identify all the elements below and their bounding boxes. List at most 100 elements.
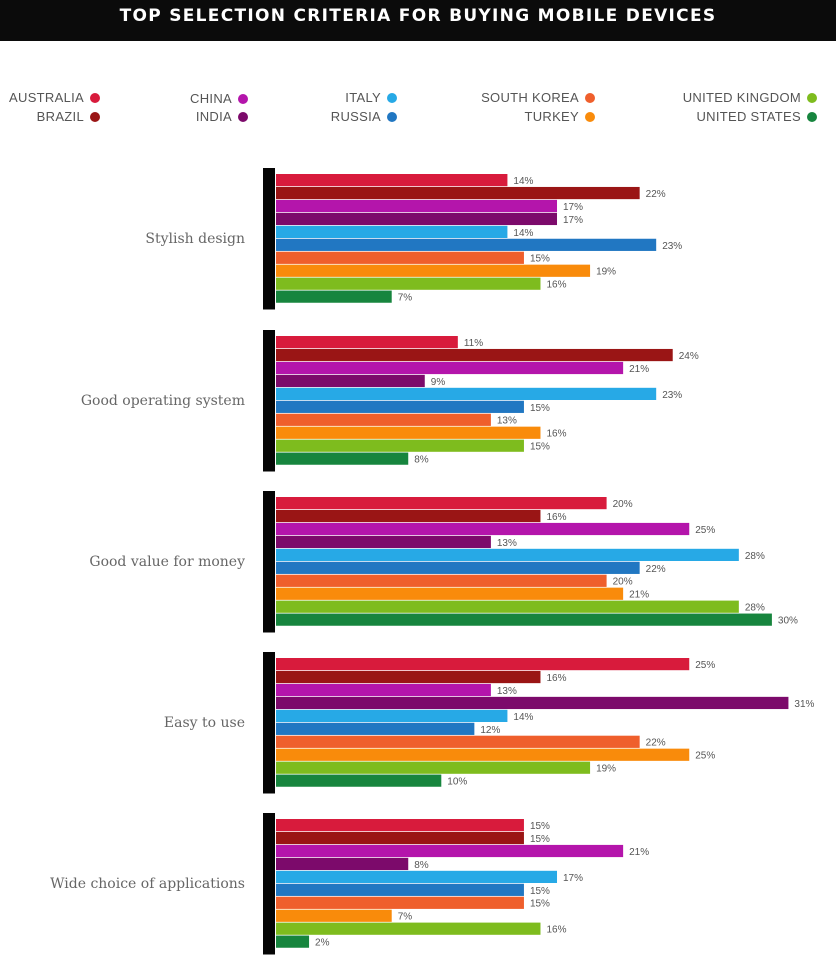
bar	[276, 831, 524, 845]
bar	[276, 909, 392, 922]
legend-label: ITALY	[345, 90, 381, 105]
data-label: 14%	[513, 176, 533, 187]
data-label: 8%	[414, 455, 429, 466]
category-axis-bar	[263, 813, 275, 955]
data-label: 15%	[530, 899, 550, 910]
data-label: 15%	[530, 834, 550, 845]
legend-item-russia: RUSSIA	[331, 109, 397, 124]
legend-dot	[238, 111, 248, 122]
data-label: 31%	[794, 699, 814, 710]
data-label: 17%	[563, 873, 583, 884]
data-label: 13%	[497, 686, 517, 697]
bar	[276, 174, 508, 187]
data-label: 25%	[695, 660, 715, 671]
legend: AUSTRALIA BRAZIL CHINA INDIA ITALY RUSSI…	[0, 86, 836, 136]
bar	[276, 587, 624, 600]
legend-dot	[90, 111, 100, 122]
bar	[276, 870, 558, 883]
data-label: 11%	[464, 338, 483, 349]
bar	[276, 735, 640, 748]
data-label: 21%	[629, 364, 649, 375]
bar	[276, 935, 310, 948]
data-label: 20%	[613, 577, 633, 588]
bar	[276, 883, 524, 896]
data-label: 16%	[546, 925, 566, 936]
legend-dot	[807, 92, 817, 103]
legend-item-turkey: TURKEY	[524, 109, 595, 124]
data-label: 13%	[497, 416, 517, 427]
data-label: 24%	[679, 351, 699, 362]
data-label: 23%	[662, 390, 682, 401]
bar	[276, 819, 524, 832]
bar	[276, 264, 591, 277]
legend-label: UNITED STATES	[696, 109, 801, 124]
data-label: 17%	[563, 215, 583, 226]
bar	[276, 426, 541, 439]
bar	[276, 658, 690, 671]
data-label: 21%	[629, 847, 649, 858]
data-label: 30%	[778, 616, 798, 627]
bar	[276, 199, 558, 213]
bar	[276, 400, 524, 413]
bar	[276, 387, 657, 400]
legend-item-italy: ITALY	[345, 90, 397, 105]
bar	[276, 238, 657, 251]
category-label: Stylish design	[145, 231, 245, 247]
category-axis-bar	[263, 168, 275, 310]
legend-dot	[585, 111, 595, 122]
bar	[276, 212, 558, 226]
data-label: 21%	[629, 590, 649, 601]
data-label: 19%	[596, 764, 616, 775]
data-label: 20%	[613, 499, 633, 510]
bar	[276, 561, 640, 574]
category-label: Good value for money	[89, 554, 245, 570]
bar	[276, 509, 541, 523]
data-label: 16%	[546, 429, 566, 440]
bar	[276, 548, 739, 561]
legend-dot	[90, 92, 100, 103]
chart-title: TOP SELECTION CRITERIA FOR BUYING MOBILE…	[0, 0, 836, 41]
data-label: 19%	[596, 267, 616, 278]
category-label: Good operating system	[81, 393, 245, 409]
bar	[276, 922, 541, 935]
data-label: 15%	[530, 821, 550, 832]
legend-item-united-states: UNITED STATES	[696, 109, 817, 124]
bar	[276, 709, 508, 722]
data-label: 14%	[513, 228, 533, 239]
bar	[276, 374, 425, 388]
data-label: 25%	[695, 525, 715, 536]
bar	[276, 748, 690, 761]
legend-label: SOUTH KOREA	[481, 90, 579, 105]
legend-label: UNITED KINGDOM	[682, 90, 801, 105]
legend-item-china: CHINA	[190, 91, 248, 106]
data-label: 2%	[315, 938, 330, 949]
legend-dot	[387, 92, 397, 103]
category-axis-bar	[263, 652, 275, 794]
data-label: 17%	[563, 202, 583, 213]
bar	[276, 186, 640, 200]
legend-item-south-korea: SOUTH KOREA	[481, 90, 595, 105]
legend-item-australia: AUSTRALIA	[9, 90, 100, 105]
bar	[276, 348, 673, 362]
data-label: 28%	[745, 551, 765, 562]
legend-item-brazil: BRAZIL	[37, 109, 100, 124]
data-label: 23%	[662, 241, 682, 252]
bar	[276, 251, 524, 264]
bar	[276, 613, 772, 626]
data-label: 7%	[398, 912, 413, 923]
bar	[276, 439, 524, 452]
category-label: Wide choice of applications	[50, 876, 245, 892]
bar	[276, 722, 475, 735]
legend-item-united-kingdom: UNITED KINGDOM	[683, 90, 817, 105]
data-label: 25%	[695, 751, 715, 762]
data-label: 16%	[546, 280, 566, 291]
data-label: 7%	[398, 293, 413, 304]
legend-label: CHINA	[190, 91, 232, 106]
legend-dot	[585, 92, 595, 103]
category-label: Easy to use	[164, 715, 245, 731]
legend-dot	[387, 111, 397, 122]
legend-dot	[807, 111, 817, 122]
legend-dot	[238, 93, 248, 104]
data-label: 15%	[530, 442, 550, 453]
